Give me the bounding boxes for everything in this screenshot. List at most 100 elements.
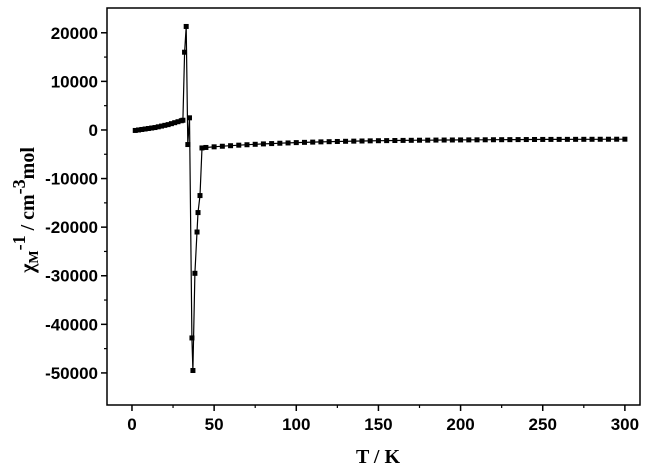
y-title-unit-tail: mol bbox=[17, 147, 39, 180]
data-point bbox=[622, 136, 628, 142]
y-title-base: χ bbox=[17, 263, 39, 274]
data-point bbox=[155, 124, 161, 130]
y-tick-label: -30000 bbox=[45, 267, 98, 286]
data-point bbox=[375, 138, 381, 144]
data-point bbox=[589, 136, 595, 142]
data-point bbox=[367, 138, 373, 144]
x-tick-label: 0 bbox=[127, 415, 136, 434]
data-point bbox=[573, 136, 579, 142]
data-point bbox=[190, 367, 196, 373]
data-point bbox=[482, 137, 488, 143]
x-tick-label: 150 bbox=[364, 415, 392, 434]
data-point bbox=[244, 142, 250, 148]
data-point bbox=[186, 115, 192, 121]
data-point bbox=[499, 137, 505, 143]
data-point bbox=[236, 142, 242, 148]
data-point bbox=[597, 136, 603, 142]
data-point bbox=[466, 137, 472, 143]
y-tick-label: -20000 bbox=[45, 218, 98, 237]
data-point bbox=[343, 138, 349, 144]
data-point bbox=[180, 117, 186, 123]
y-title-unit: / cm bbox=[17, 194, 39, 235]
data-point bbox=[285, 140, 291, 146]
data-point bbox=[507, 137, 513, 143]
data-point bbox=[139, 126, 145, 132]
data-point bbox=[433, 137, 439, 143]
data-point bbox=[318, 139, 324, 145]
data-point bbox=[162, 122, 168, 128]
data-point bbox=[326, 139, 332, 145]
data-point bbox=[490, 137, 496, 143]
data-point bbox=[132, 127, 138, 133]
data-point bbox=[175, 119, 181, 125]
data-point bbox=[532, 136, 538, 142]
data-point bbox=[425, 137, 431, 143]
data-point bbox=[159, 123, 165, 129]
x-axis-title: T / K bbox=[356, 446, 401, 468]
data-point bbox=[334, 138, 340, 144]
data-point bbox=[194, 229, 200, 235]
y-title-sup: -1 bbox=[9, 235, 29, 250]
data-point bbox=[605, 136, 611, 142]
data-line bbox=[135, 26, 625, 371]
data-point bbox=[228, 143, 234, 149]
data-point bbox=[152, 125, 158, 131]
y-tick-label: 10000 bbox=[51, 72, 98, 91]
data-point bbox=[165, 122, 171, 128]
data-point bbox=[192, 270, 198, 276]
data-point bbox=[168, 121, 174, 127]
data-point bbox=[581, 136, 587, 142]
data-point bbox=[540, 136, 546, 142]
data-point bbox=[359, 138, 365, 144]
x-tick-label: 200 bbox=[446, 415, 474, 434]
data-point bbox=[277, 140, 283, 146]
data-point bbox=[564, 136, 570, 142]
data-point bbox=[400, 137, 406, 143]
y-axis-title: χM-1 / cm-3mol bbox=[9, 147, 42, 274]
data-point bbox=[449, 137, 455, 143]
data-point bbox=[556, 136, 562, 142]
x-tick-label: 250 bbox=[529, 415, 557, 434]
data-point bbox=[392, 138, 398, 144]
y-tick-label: -40000 bbox=[45, 315, 98, 334]
x-tick-label: 300 bbox=[611, 415, 639, 434]
data-point bbox=[189, 335, 195, 341]
y-tick-label: 20000 bbox=[51, 24, 98, 43]
data-point bbox=[149, 125, 155, 131]
data-point bbox=[183, 23, 189, 29]
y-tick-label: -50000 bbox=[45, 364, 98, 383]
y-tick-label: -10000 bbox=[45, 170, 98, 189]
data-point bbox=[195, 210, 201, 216]
data-point bbox=[515, 137, 521, 143]
plot-frame bbox=[106, 7, 641, 406]
data-point bbox=[203, 144, 209, 150]
data-point bbox=[293, 140, 299, 146]
data-point bbox=[172, 120, 178, 126]
data-point bbox=[136, 127, 142, 133]
data-point bbox=[142, 126, 148, 132]
x-tick-label: 100 bbox=[282, 415, 310, 434]
data-point bbox=[548, 136, 554, 142]
data-point bbox=[310, 139, 316, 145]
data-point bbox=[458, 137, 464, 143]
data-point bbox=[474, 137, 480, 143]
data-point bbox=[185, 142, 191, 148]
y-tick-label: 0 bbox=[89, 121, 98, 140]
data-point bbox=[523, 137, 529, 143]
data-point bbox=[269, 141, 275, 147]
data-point bbox=[417, 137, 423, 143]
x-tick-label: 50 bbox=[205, 415, 224, 434]
data-point bbox=[219, 143, 225, 149]
data-point bbox=[145, 126, 151, 132]
data-point bbox=[252, 141, 258, 147]
data-point bbox=[441, 137, 447, 143]
data-point bbox=[614, 136, 620, 142]
data-point bbox=[197, 193, 203, 199]
data-point bbox=[199, 145, 205, 151]
data-point bbox=[260, 141, 266, 147]
data-point bbox=[408, 137, 414, 143]
data-point bbox=[351, 138, 357, 144]
y-title-sub: M bbox=[27, 250, 42, 263]
